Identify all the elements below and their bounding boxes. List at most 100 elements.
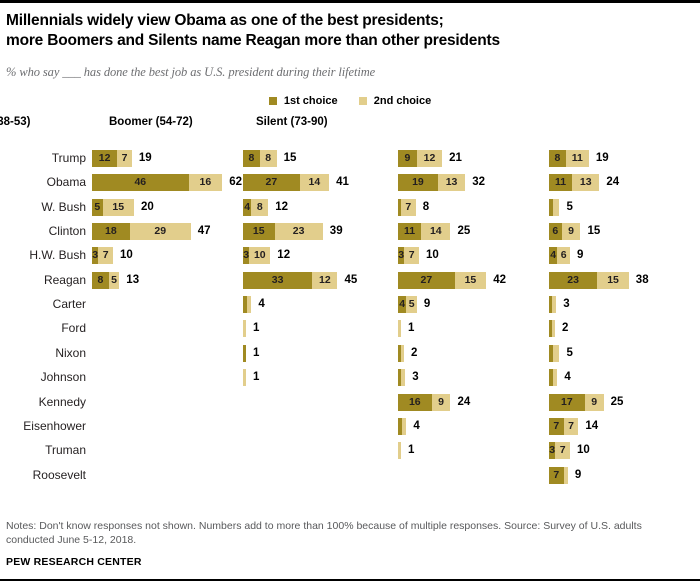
segment-second-choice: 8 bbox=[251, 198, 269, 216]
segment-second-choice bbox=[553, 369, 558, 387]
segment-second-choice: 14 bbox=[421, 223, 451, 241]
bar-total-label: 10 bbox=[120, 249, 133, 262]
bar-total-label: 3 bbox=[412, 371, 419, 384]
segment-second-choice: 16 bbox=[188, 174, 223, 192]
row-label-truman: Truman bbox=[45, 443, 86, 458]
row-label-roosevelt: Roosevelt bbox=[32, 467, 86, 482]
bar-total-label: 45 bbox=[344, 273, 358, 286]
segment-second-choice: 7 bbox=[404, 247, 419, 265]
segment-second-choice: 7 bbox=[98, 247, 113, 265]
bar-total-label: 9 bbox=[423, 298, 431, 311]
bar-total-label: 62 bbox=[229, 176, 242, 189]
bar-nixon-silent: 5 bbox=[549, 344, 699, 362]
bar-w-bush-gen: 4 8 12 bbox=[243, 198, 393, 216]
segment-second-choice: 8 bbox=[259, 150, 277, 167]
bar-total-label: 25 bbox=[457, 225, 471, 238]
bar-total-label: 14 bbox=[585, 419, 599, 432]
segment-first-choice: 7 bbox=[549, 417, 564, 435]
segment-second-choice: 7 bbox=[555, 442, 570, 460]
bar-h-w-bush-gen: 3 10 12 bbox=[243, 247, 393, 265]
bar-total-label: 4 bbox=[258, 298, 265, 311]
segment-second-choice: 6 bbox=[557, 247, 570, 265]
bar-clinton-gen: 15 23 39 bbox=[243, 223, 393, 241]
bar-total-label: 38 bbox=[635, 273, 649, 286]
bar-trump-millennial: 12 7 19 bbox=[92, 150, 242, 167]
bar-total-label: 1 bbox=[253, 371, 260, 384]
segment-first-choice bbox=[549, 198, 554, 216]
bar-total-label: 9 bbox=[574, 468, 582, 481]
segment-second-choice: 13 bbox=[572, 174, 600, 192]
segment-second-choice: 11 bbox=[565, 150, 589, 167]
segment-second-choice bbox=[553, 344, 560, 362]
bar-reagan-silent: 23 15 38 bbox=[549, 271, 699, 289]
segment-second-choice bbox=[243, 320, 246, 338]
bar-total-label: 39 bbox=[329, 225, 343, 238]
segment-first-choice: 16 bbox=[398, 393, 432, 411]
segment-first-choice: 8 bbox=[243, 150, 260, 167]
row-label-h-w-bush: H.W. Bush bbox=[29, 248, 86, 263]
column-header-gen-x-38-53: Gen X (38-53) bbox=[0, 116, 31, 128]
segment-first-choice: 15 bbox=[243, 223, 275, 241]
legend-swatch-first-choice bbox=[268, 97, 277, 105]
segment-second-choice: 5 bbox=[406, 296, 417, 314]
segment-first-choice bbox=[398, 198, 401, 216]
bar-johnson-boomer: 3 bbox=[398, 369, 548, 387]
segment-first-choice: 12 bbox=[92, 150, 118, 167]
row-label-carter: Carter bbox=[52, 297, 86, 312]
segment-second-choice: 14 bbox=[299, 174, 330, 192]
bar-total-label: 19 bbox=[595, 152, 609, 164]
bar-clinton-silent: 6 9 15 bbox=[549, 223, 699, 241]
bar-truman-silent: 3 7 10 bbox=[549, 442, 699, 460]
bar-ford-boomer: 1 bbox=[398, 320, 548, 338]
bar-total-label: 8 bbox=[422, 200, 430, 213]
bar-total-label: 4 bbox=[413, 419, 420, 432]
segment-first-choice bbox=[398, 417, 403, 435]
bar-total-label: 1 bbox=[253, 322, 260, 335]
bar-total-label: 2 bbox=[562, 322, 569, 335]
bar-eisenhower-boomer: 4 bbox=[398, 417, 548, 435]
segment-second-choice: 23 bbox=[274, 223, 323, 241]
bar-total-label: 12 bbox=[277, 249, 291, 262]
column-header-boomer-54-72: Boomer (54-72) bbox=[109, 116, 193, 128]
segment-second-choice bbox=[552, 320, 555, 338]
segment-second-choice bbox=[553, 198, 560, 216]
bar-eisenhower-silent: 7 7 14 bbox=[549, 417, 699, 435]
segment-second-choice: 13 bbox=[437, 174, 466, 192]
column-header-silent-73-90: Silent (73-90) bbox=[256, 116, 328, 128]
bar-total-label: 10 bbox=[426, 249, 439, 262]
segment-first-choice bbox=[398, 369, 401, 387]
bar-carter-silent: 3 bbox=[549, 296, 699, 314]
bar-nixon-gen: 1 bbox=[243, 344, 393, 362]
segment-first-choice bbox=[549, 344, 554, 362]
row-label-johnson: Johnson bbox=[40, 370, 86, 385]
row-label-reagan: Reagan bbox=[43, 272, 86, 287]
segment-second-choice bbox=[398, 320, 401, 338]
bar-total-label: 2 bbox=[411, 346, 418, 359]
bar-obama-millennial: 46 16 62 bbox=[92, 174, 242, 192]
legend-swatch-second-choice bbox=[358, 97, 367, 105]
segment-second-choice: 29 bbox=[129, 223, 191, 241]
bar-total-label: 5 bbox=[566, 346, 573, 359]
bar-total-label: 12 bbox=[275, 200, 288, 213]
segment-first-choice: 33 bbox=[243, 271, 313, 289]
bar-total-label: 1 bbox=[408, 322, 415, 335]
bar-obama-gen: 27 14 41 bbox=[243, 174, 393, 192]
bar-w-bush-millennial: 5 15 20 bbox=[92, 198, 242, 216]
segment-second-choice: 10 bbox=[249, 247, 271, 265]
row-label-kennedy: Kennedy bbox=[38, 394, 86, 409]
segment-first-choice: 6 bbox=[549, 223, 562, 241]
segment-second-choice: 12 bbox=[416, 150, 443, 167]
segment-second-choice bbox=[243, 369, 246, 387]
bar-total-label: 20 bbox=[141, 200, 154, 213]
segment-second-choice: 9 bbox=[561, 223, 581, 241]
segment-first-choice: 4 bbox=[549, 247, 558, 265]
segment-first-choice: 7 bbox=[549, 466, 564, 484]
segment-second-choice bbox=[402, 417, 407, 435]
segment-first-choice: 17 bbox=[549, 393, 585, 411]
segment-second-choice bbox=[398, 442, 401, 460]
bar-reagan-millennial: 8 5 13 bbox=[92, 271, 242, 289]
